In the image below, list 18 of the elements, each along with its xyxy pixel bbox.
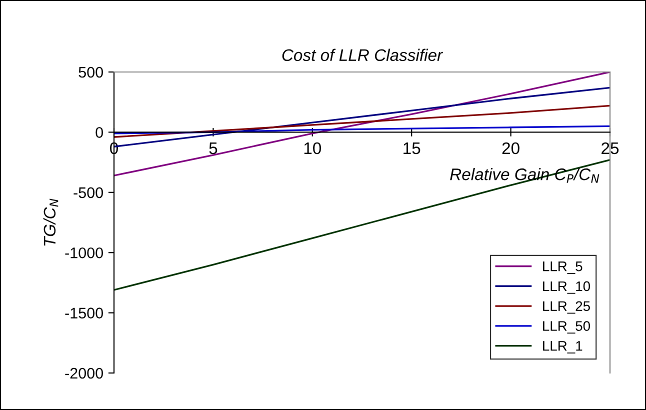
legend-label: LLR_25: [543, 301, 590, 314]
y-tick-label: 500: [78, 66, 103, 78]
x-tick-label: 25: [602, 142, 619, 154]
y-tick-label: -2000: [65, 368, 103, 379]
y-axis-title: TG/C$_{N}$: [43, 198, 58, 246]
x-tick-label: 5: [209, 142, 218, 154]
legend-label: LLR_10: [543, 281, 590, 294]
y-tick-label: -1500: [65, 308, 103, 318]
x-tick-label: 20: [502, 142, 520, 154]
x-tick-label: 10: [304, 142, 322, 154]
chart-title: Cost of LLR Classifier: [282, 48, 444, 62]
y-tick-label: -1000: [65, 247, 103, 258]
y-tick-label: -500: [74, 187, 103, 198]
legend-label: LLR_1: [543, 341, 582, 354]
x-tick-label: 15: [404, 142, 420, 154]
y-tick-label: 0: [96, 127, 103, 138]
legend-label: LLR_5: [543, 262, 582, 274]
legend-label: LLR_50: [543, 321, 590, 334]
